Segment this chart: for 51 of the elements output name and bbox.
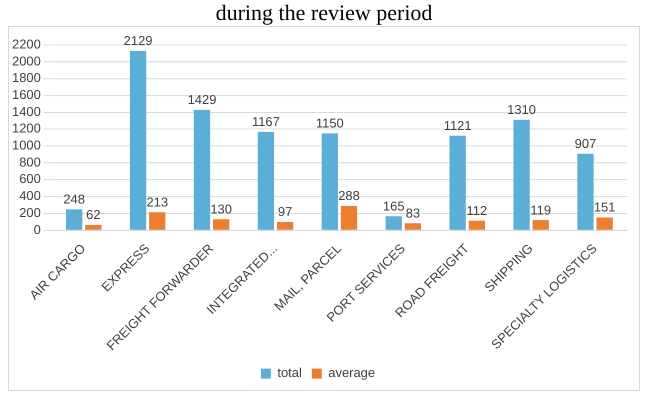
data-label: 112: [466, 202, 488, 218]
data-label: 165: [382, 198, 405, 214]
y-tick-label: 2200: [12, 36, 41, 52]
data-label: 130: [210, 201, 232, 216]
bar: [577, 154, 594, 230]
data-label: 97: [278, 204, 292, 220]
y-tick-label: 1800: [12, 70, 41, 86]
data-label: 213: [146, 194, 168, 210]
bar: [85, 224, 102, 230]
data-label: 288: [338, 188, 360, 204]
data-label: 1167: [252, 114, 280, 130]
y-tick-label: 0: [34, 222, 41, 237]
y-tick-label: 1000: [12, 138, 41, 153]
bar: [450, 136, 466, 230]
bar: [386, 216, 402, 230]
y-tick-label: 800: [19, 154, 41, 170]
y-tick-label: 1400: [12, 104, 41, 119]
data-label: 1429: [188, 92, 216, 107]
legend-label: total: [277, 365, 302, 380]
data-label: 62: [86, 207, 101, 222]
y-tick-label: 1200: [12, 120, 41, 136]
data-label: 83: [406, 205, 420, 220]
data-label: 907: [574, 136, 596, 151]
y-tick-label: 1600: [12, 87, 41, 102]
chart-title: during the review period: [214, 0, 434, 26]
bar: [149, 212, 166, 230]
bar: [468, 220, 485, 230]
bar: [194, 110, 210, 230]
legend-label: average: [328, 365, 376, 380]
bar: [513, 120, 530, 230]
data-label: 2129: [124, 33, 152, 48]
bar: [404, 223, 422, 230]
bar: [596, 217, 613, 230]
bar: [213, 219, 230, 230]
data-label: 1150: [316, 115, 344, 130]
bar: [130, 50, 146, 230]
bar: [322, 133, 338, 230]
y-tick-label: 200: [19, 204, 41, 220]
data-label: 1121: [444, 118, 472, 133]
data-label: 119: [530, 202, 552, 218]
bar: [532, 220, 549, 230]
data-label: 248: [63, 191, 85, 206]
bar: [340, 206, 358, 230]
bar: [66, 209, 82, 230]
y-tick-label: 2000: [12, 53, 41, 68]
data-label: 1310: [507, 102, 536, 117]
bar: [276, 222, 294, 230]
y-tick-label: 600: [19, 171, 41, 186]
bar: [258, 132, 274, 230]
data-label: 151: [594, 200, 616, 215]
y-tick-label: 400: [19, 188, 41, 204]
